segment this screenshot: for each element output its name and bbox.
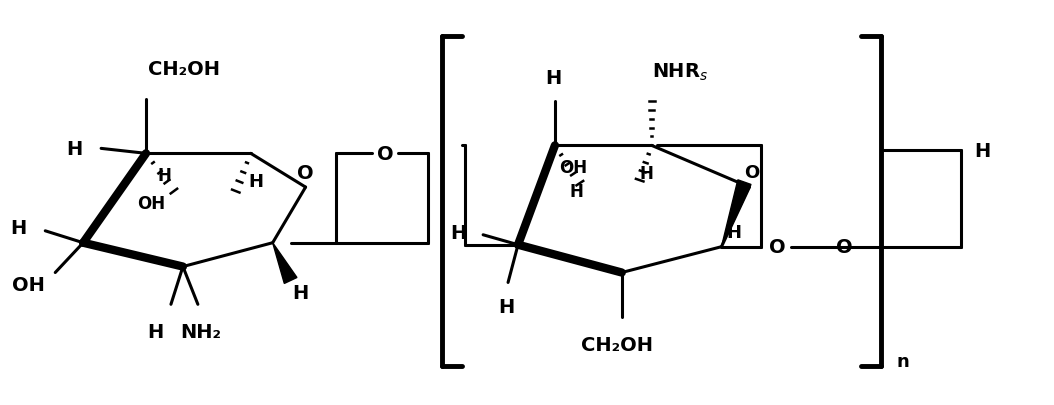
Text: O: O [744,164,759,182]
Text: NHR$_s$: NHR$_s$ [651,61,707,82]
Text: H: H [450,224,466,243]
Text: H: H [545,69,561,88]
Text: H: H [248,173,264,191]
Text: CH₂OH: CH₂OH [581,335,652,354]
Text: O: O [377,145,394,164]
Text: NH₂: NH₂ [180,322,221,341]
Text: H: H [66,140,82,158]
Text: CH₂OH: CH₂OH [148,60,220,79]
Text: OH: OH [559,159,587,177]
Text: H: H [292,283,309,302]
Text: OH: OH [137,194,165,213]
Text: H: H [11,219,26,238]
Text: O: O [836,238,853,256]
Text: H: H [157,167,171,185]
Text: O: O [769,238,785,256]
Text: O: O [297,163,314,182]
Text: H: H [147,322,163,341]
Text: OH: OH [12,275,44,294]
Text: H: H [497,297,514,316]
Text: H: H [570,183,584,200]
Text: n: n [897,352,910,370]
Text: H: H [640,165,653,183]
Polygon shape [722,180,752,247]
Text: H: H [726,223,741,241]
Text: H: H [975,141,991,160]
Polygon shape [273,243,297,284]
